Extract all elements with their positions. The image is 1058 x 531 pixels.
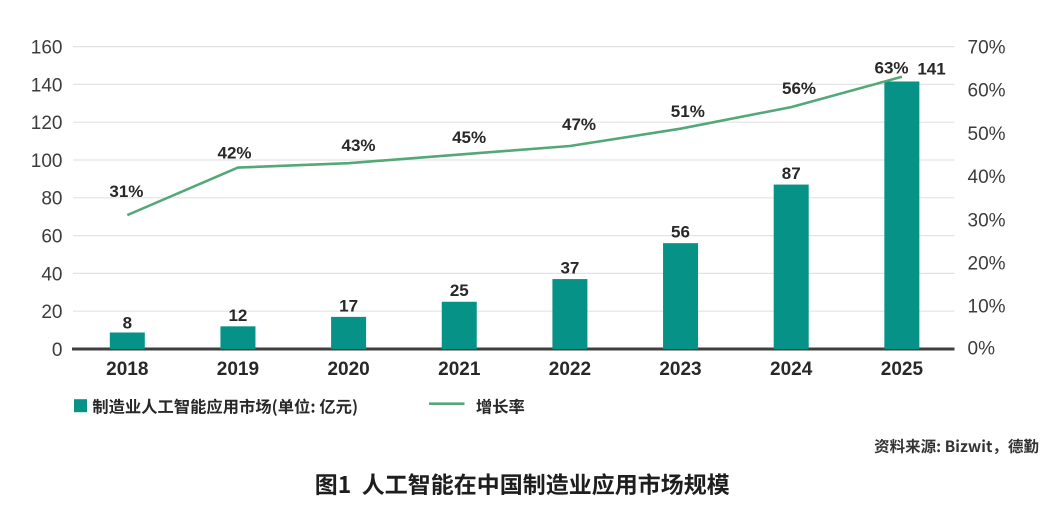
svg-text:63%: 63%	[874, 59, 908, 78]
svg-text:31%: 31%	[109, 182, 143, 201]
svg-text:60%: 60%	[968, 81, 1006, 102]
svg-text:43%: 43%	[341, 136, 375, 155]
svg-text:120: 120	[31, 113, 63, 134]
svg-text:20%: 20%	[968, 254, 1006, 275]
svg-text:56%: 56%	[782, 79, 816, 98]
svg-text:100: 100	[31, 151, 63, 172]
svg-text:2023: 2023	[659, 359, 701, 380]
svg-text:40%: 40%	[968, 167, 1006, 188]
svg-text:10%: 10%	[968, 297, 1006, 318]
svg-text:70%: 70%	[968, 38, 1006, 59]
svg-text:2019: 2019	[217, 359, 259, 380]
svg-text:80: 80	[41, 189, 62, 210]
svg-text:2021: 2021	[438, 359, 481, 380]
svg-text:87: 87	[782, 164, 801, 183]
svg-text:45%: 45%	[452, 128, 486, 147]
svg-text:37: 37	[560, 259, 579, 278]
svg-text:2024: 2024	[770, 359, 813, 380]
svg-text:140: 140	[31, 75, 63, 96]
svg-text:0: 0	[52, 340, 63, 361]
svg-text:141: 141	[917, 60, 945, 79]
svg-text:0%: 0%	[968, 338, 996, 359]
svg-text:12: 12	[228, 306, 247, 325]
svg-text:42%: 42%	[217, 144, 251, 163]
svg-text:40: 40	[41, 264, 62, 285]
svg-text:30%: 30%	[968, 210, 1006, 231]
svg-text:2018: 2018	[106, 359, 148, 380]
svg-text:2025: 2025	[881, 359, 924, 380]
svg-text:8: 8	[123, 313, 132, 332]
svg-text:20: 20	[41, 302, 62, 323]
svg-text:2020: 2020	[327, 359, 369, 380]
svg-text:25: 25	[450, 281, 469, 300]
svg-text:2022: 2022	[549, 359, 591, 380]
svg-text:51%: 51%	[671, 102, 705, 121]
svg-text:47%: 47%	[562, 115, 596, 134]
svg-text:50%: 50%	[968, 124, 1006, 145]
svg-text:17: 17	[339, 296, 358, 315]
svg-text:60: 60	[41, 227, 62, 248]
svg-text:160: 160	[31, 38, 63, 59]
svg-text:56: 56	[671, 223, 690, 242]
